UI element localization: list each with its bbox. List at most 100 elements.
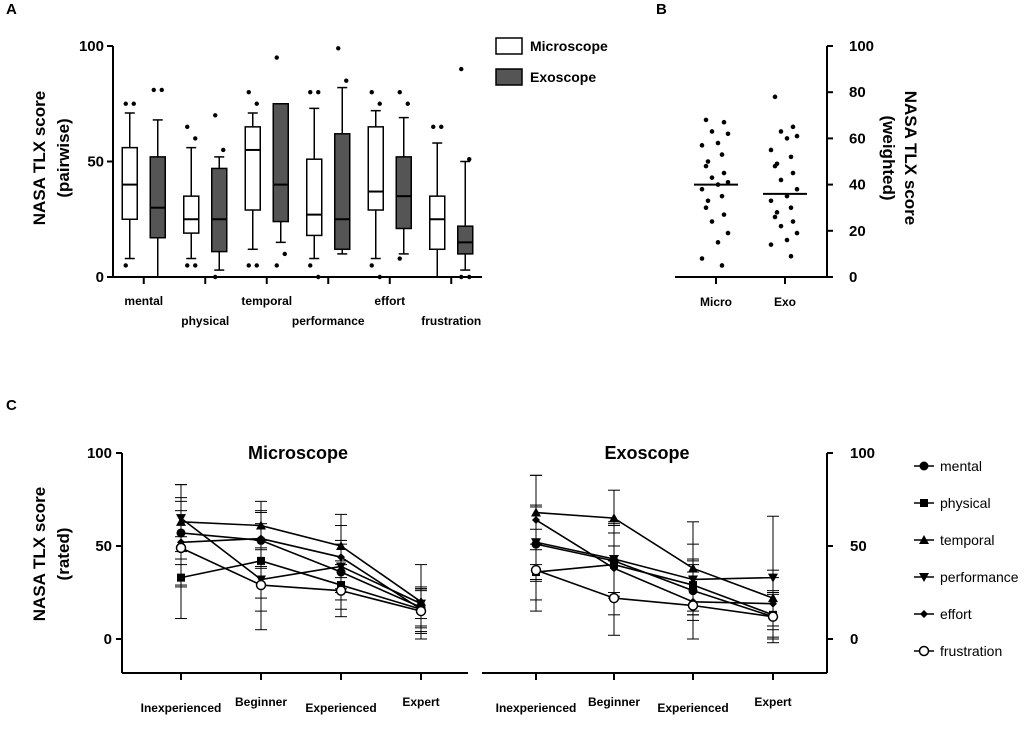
legend-label-temporal: temporal [940,532,994,548]
box-outlier-point [282,251,287,257]
marker-frustration [255,579,267,591]
box-outlier-point [151,87,156,93]
panel-b-y-tick-label: 40 [849,177,866,194]
line-microscope-frustration [180,547,422,612]
box-microscope [183,195,200,234]
panel-c-category-label: Expert [754,695,791,709]
box-outlier-point [397,90,402,95]
box-microscope [121,146,138,220]
panel-a-y-tick-label: 0 [96,269,104,286]
box-exoscope [211,167,228,253]
panel-c-left-y-tick-label: 50 [95,538,112,555]
panel-a-y-tick-label: 100 [79,38,104,55]
legend-marker-performance [919,573,929,582]
scatter-point-exo [790,124,796,130]
microscope-subplot-title: Microscope [248,443,348,463]
box-outlier-point [369,90,374,95]
box-outlier-point [213,274,218,280]
panel-a-letter: A [6,1,17,18]
scatter-point-exo [784,237,790,243]
line-exoscope-physical [535,563,774,616]
box-outlier-point [308,90,313,95]
scatter-point-exo [784,193,790,199]
scatter-point-exo [794,133,800,139]
legend-marker-temporal [919,535,929,544]
line-microscope-performance [180,517,422,605]
panel-b-category-label: Micro [700,295,732,309]
marker-frustration [530,564,542,576]
panel-c-ylabel: NASA TLX score [30,487,49,621]
panel-a-y-tick-label: 50 [87,154,104,171]
scatter-point-micro [725,179,731,185]
scatter-point-micro [705,159,711,164]
legend-exoscope-label: Exoscope [530,69,596,85]
legend-marker-frustration [918,645,930,657]
box-outlier-point [123,101,128,106]
scatter-point-exo [772,94,778,100]
panel-c-plot: 0 0 50 50 100 100 Inexperienced Beginner Experie… [87,445,1019,715]
panel-c-category-label: Experienced [305,701,376,715]
box-outlier-point [459,66,464,72]
legend-marker-effort [920,610,928,618]
scatter-point-micro [721,212,727,217]
scatter-point-micro [725,230,731,236]
box-outlier-point [123,263,128,268]
panel-a-category-label: mental [124,294,163,308]
box-outlier-point [369,263,374,268]
panel-b-y-tick-label: 60 [849,130,866,147]
panel-a-ylabel: NASA TLX score [30,91,49,225]
exoscope-subplot-title: Exoscope [604,443,689,463]
line-exoscope-temporal [535,511,774,599]
legend-label-performance: performance [940,569,1019,585]
box-outlier-point [246,263,251,268]
scatter-point-micro [709,175,715,180]
scatter-point-exo [768,147,774,153]
line-exoscope-performance [535,541,774,581]
legend-label-effort: effort [940,606,972,622]
panel-c-letter: C [6,397,17,414]
scatter-point-micro [709,219,715,224]
box-outlier-point [185,124,190,130]
scatter-point-exo [778,129,784,134]
box-outlier-point [274,263,279,268]
box-exoscope [395,156,412,230]
scatter-point-micro [719,263,725,268]
scatter-point-exo [778,177,784,183]
line-exoscope-frustration [535,569,774,618]
panel-b-plot: 0 20 40 60 80 100 Micro Exo [675,38,874,309]
marker-temporal [609,513,619,523]
panel-b-ylabel: NASA TLX score [901,91,920,225]
scatter-point-exo [778,223,784,229]
scatter-point-exo [774,210,780,215]
scatter-point-micro [715,240,721,245]
panel-c-category-label: Inexperienced [496,701,577,715]
box-outlier-point [377,101,382,106]
scatter-point-micro [703,117,709,123]
box-exoscope [149,156,166,239]
box-outlier-point [439,124,444,130]
scatter-point-exo [788,253,794,259]
line-exoscope-effort [535,519,774,605]
panel-b-letter: B [656,1,667,18]
panel-b-ylabel-sub: (weighted) [879,116,898,201]
scatter-point-micro [715,140,721,146]
legend-label-frustration: frustration [940,643,1002,659]
panel-c-right-y-tick-label: 50 [850,538,867,555]
panel-a-category-label: temporal [241,294,292,308]
line-microscope-temporal [180,521,422,603]
panel-c-left-y-tick-label: 0 [104,631,112,648]
box-microscope [244,126,261,211]
marker-frustration [415,605,427,617]
panel-a-category-label: frustration [421,314,481,328]
box-outlier-point [405,101,410,106]
legend-label-mental: mental [940,458,982,474]
box-outlier-point [344,78,349,83]
box-outlier-point [397,256,402,261]
box-outlier-point [254,101,259,106]
scatter-point-micro [719,193,725,199]
panel-b-category-label: Exo [774,295,796,309]
box-outlier-point [159,87,164,93]
box-microscope [429,195,446,251]
scatter-point-exo [768,198,774,204]
